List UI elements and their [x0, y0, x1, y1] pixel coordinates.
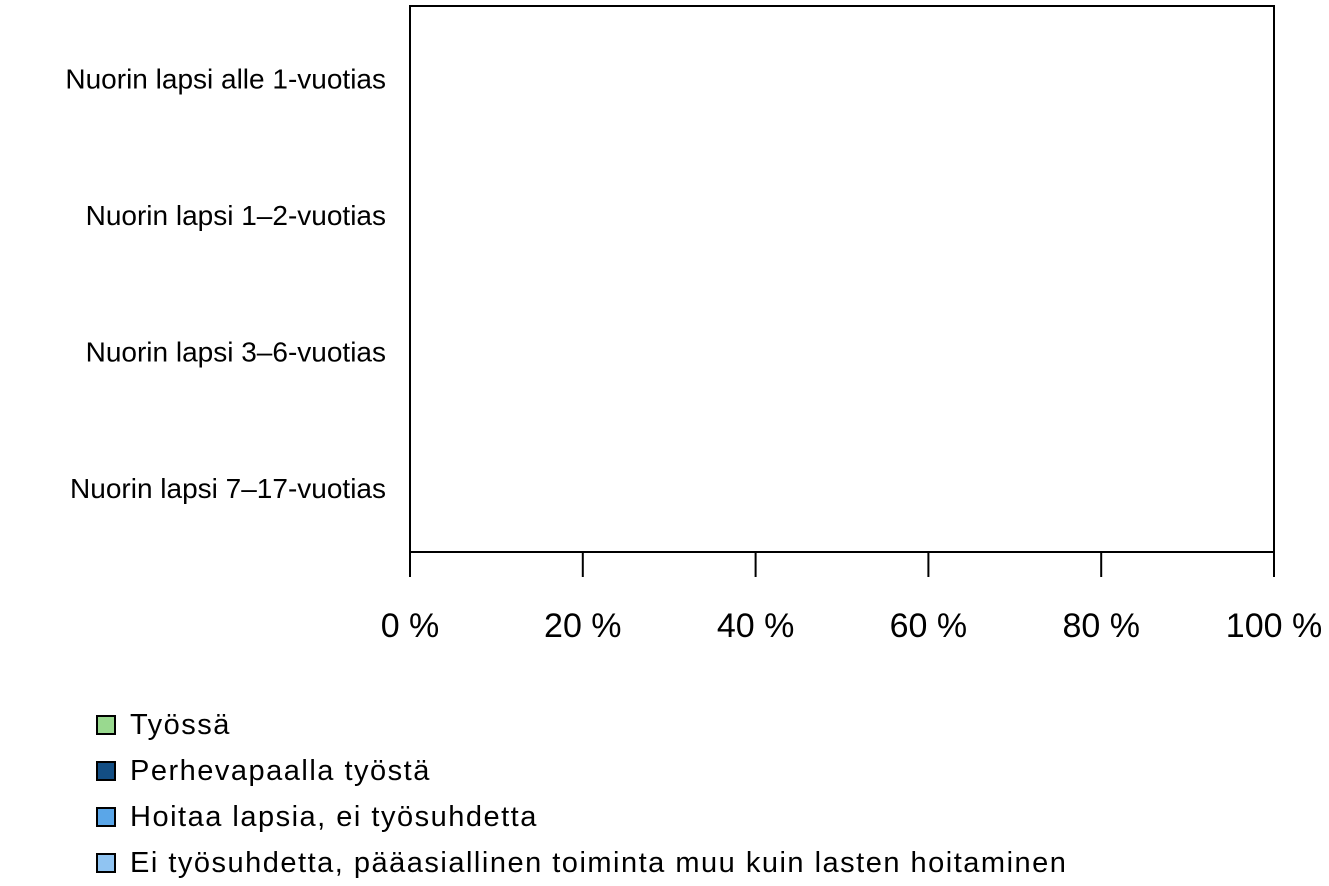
legend-item-ei-tyosuhdetta: Ei työsuhdetta, pääasiallinen toiminta m… — [96, 840, 1067, 886]
legend-label: Hoitaa lapsia, ei työsuhdetta — [130, 800, 538, 833]
category-label: Nuorin lapsi 1–2-vuotias — [86, 200, 386, 231]
legend-item-hoitaa-lapsia: Hoitaa lapsia, ei työsuhdetta — [96, 794, 1067, 840]
x-tick-label: 40 % — [717, 607, 795, 645]
legend-swatch — [96, 807, 116, 827]
category-label: Nuorin lapsi 7–17-vuotias — [70, 473, 386, 504]
legend-label: Ei työsuhdetta, pääasiallinen toiminta m… — [130, 846, 1068, 879]
legend-item-perhevapaalla: Perhevapaalla työstä — [96, 748, 1067, 794]
plot-area — [409, 5, 1275, 553]
axes — [409, 5, 1275, 577]
legend-swatch — [96, 715, 116, 735]
legend-item-tyossa: Työssä — [96, 702, 1067, 748]
category-labels: Nuorin lapsi alle 1-vuotias Nuorin lapsi … — [65, 63, 386, 504]
stacked-bar-chart: Nuorin lapsi alle 1-vuotias Nuorin lapsi … — [65, 5, 1323, 645]
legend-swatch — [96, 761, 116, 781]
legend-label: Perhevapaalla työstä — [130, 754, 431, 787]
x-tick-label: 60 % — [890, 607, 968, 645]
x-tick-label: 80 % — [1062, 607, 1140, 645]
legend-swatch — [96, 853, 116, 873]
x-tick-labels: 0 % 20 % 40 % 60 % 80 % 100 % — [381, 607, 1323, 645]
x-tick-label: 100 % — [1226, 607, 1322, 645]
legend: Työssä Perhevapaalla työstä Hoitaa lapsi… — [96, 702, 1067, 886]
x-tick-label: 20 % — [544, 607, 622, 645]
category-label: Nuorin lapsi alle 1-vuotias — [65, 63, 386, 94]
legend-label: Työssä — [130, 708, 231, 741]
category-label: Nuorin lapsi 3–6-vuotias — [86, 336, 386, 367]
x-tick-label: 0 % — [381, 607, 440, 645]
